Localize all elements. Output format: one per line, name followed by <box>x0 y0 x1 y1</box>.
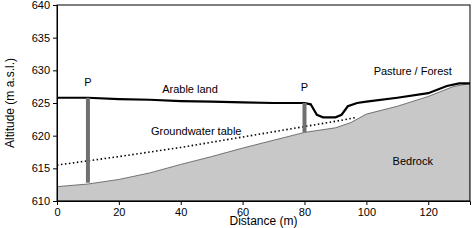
x-tick-mark <box>304 201 305 205</box>
y-tick-label: 615 <box>32 162 50 174</box>
marks <box>57 83 470 201</box>
y-tick: 610 <box>32 195 57 207</box>
y-tick-label: 620 <box>32 130 50 142</box>
x-tick-mark <box>366 201 367 205</box>
annotation: Bedrock <box>393 155 434 167</box>
x-tick-label: 0 <box>54 206 60 218</box>
y-axis-line <box>53 6 58 202</box>
y-tick: 640 <box>32 0 57 11</box>
area <box>57 83 470 201</box>
y-axis-title: Altitude (m a.s.l.) <box>3 58 17 148</box>
x-tick: 120 <box>420 201 438 218</box>
piezometer <box>86 98 90 183</box>
piezometer-label: P <box>301 81 308 93</box>
x-tick: 0 <box>54 201 60 218</box>
line <box>57 117 357 165</box>
y-tick-label: 630 <box>32 64 50 76</box>
line <box>57 83 470 117</box>
y-tick: 625 <box>32 97 57 109</box>
x-tick-mark <box>119 201 120 205</box>
x-tick: 20 <box>113 201 125 218</box>
piezometer <box>302 103 306 132</box>
y-tick-label: 635 <box>32 32 50 44</box>
y-tick-mark <box>53 201 57 202</box>
chart: 020406080100120610615620625630635640PPAr… <box>0 0 473 228</box>
x-tick-label: 80 <box>299 206 311 218</box>
x-tick: 40 <box>175 201 187 218</box>
y-tick: 615 <box>32 162 57 174</box>
x-tick-label: 20 <box>113 206 125 218</box>
x-tick-label: 40 <box>175 206 187 218</box>
x-tick-mark <box>243 201 244 205</box>
y-axis: 610 615 620 625 630 635 640 <box>32 0 58 207</box>
x-tick-label: 120 <box>420 206 438 218</box>
x-tick-mark <box>181 201 182 205</box>
annotation: Arable land <box>162 83 218 95</box>
y-tick-mark <box>53 136 57 137</box>
frame <box>57 5 470 201</box>
y-tick-mark <box>53 5 57 6</box>
piezometer-label: P <box>84 76 91 88</box>
x-tick-label: 100 <box>358 206 376 218</box>
y-tick-mark <box>53 168 57 169</box>
y-tick-mark <box>53 38 57 39</box>
y-tick: 620 <box>32 130 57 142</box>
x-axis-line <box>58 202 471 206</box>
y-tick-label: 610 <box>32 195 50 207</box>
y-tick-mark <box>53 70 57 71</box>
plot: 020406080100120610615620625630635640PPAr… <box>32 0 471 218</box>
y-tick-label: 640 <box>32 0 50 11</box>
y-tick-label: 625 <box>32 97 50 109</box>
y-tick: 635 <box>32 32 57 44</box>
y-tick-mark <box>53 103 57 104</box>
x-axis-title: Distance (m) <box>229 214 297 228</box>
x-tick: 80 <box>299 201 311 218</box>
annotation: Pasture / Forest <box>374 65 452 77</box>
y-tick: 630 <box>32 64 57 76</box>
annotation: Groundwater table <box>151 125 242 137</box>
x-tick: 100 <box>358 201 376 218</box>
x-tick-mark <box>428 201 429 205</box>
